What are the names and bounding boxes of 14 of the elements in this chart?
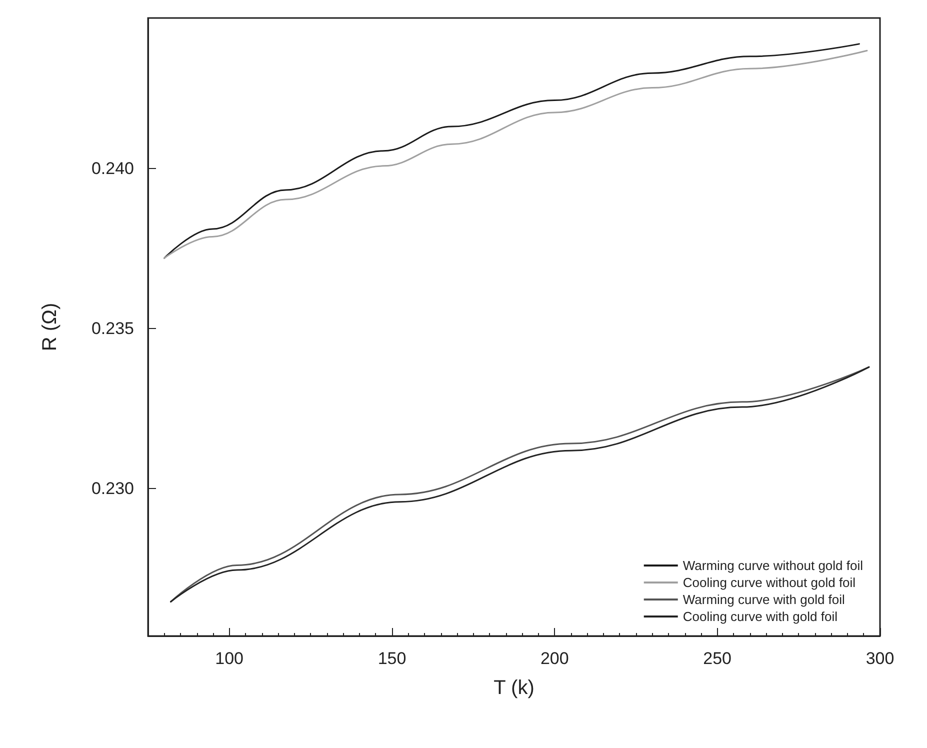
- y-tick-label: 0.235: [91, 319, 134, 338]
- x-tick-label: 100: [215, 649, 244, 668]
- y-axis-title: R (Ω): [39, 302, 61, 352]
- y-tick-label: 0.230: [91, 479, 134, 498]
- x-tick-label: 150: [378, 649, 406, 668]
- x-axis-title: T (k): [494, 677, 534, 699]
- y-tick-label: 0.240: [91, 158, 134, 178]
- x-tick-label: 250: [703, 649, 732, 668]
- legend-label: Cooling curve without gold foil: [682, 575, 856, 590]
- legend-label: Cooling curve with gold foil: [682, 609, 838, 624]
- x-tick-label: 200: [540, 649, 569, 668]
- legend-label: Warming curve without gold foil: [682, 558, 864, 573]
- legend-label: Warming curve with gold foil: [682, 592, 846, 607]
- x-tick-label: 300: [866, 649, 894, 668]
